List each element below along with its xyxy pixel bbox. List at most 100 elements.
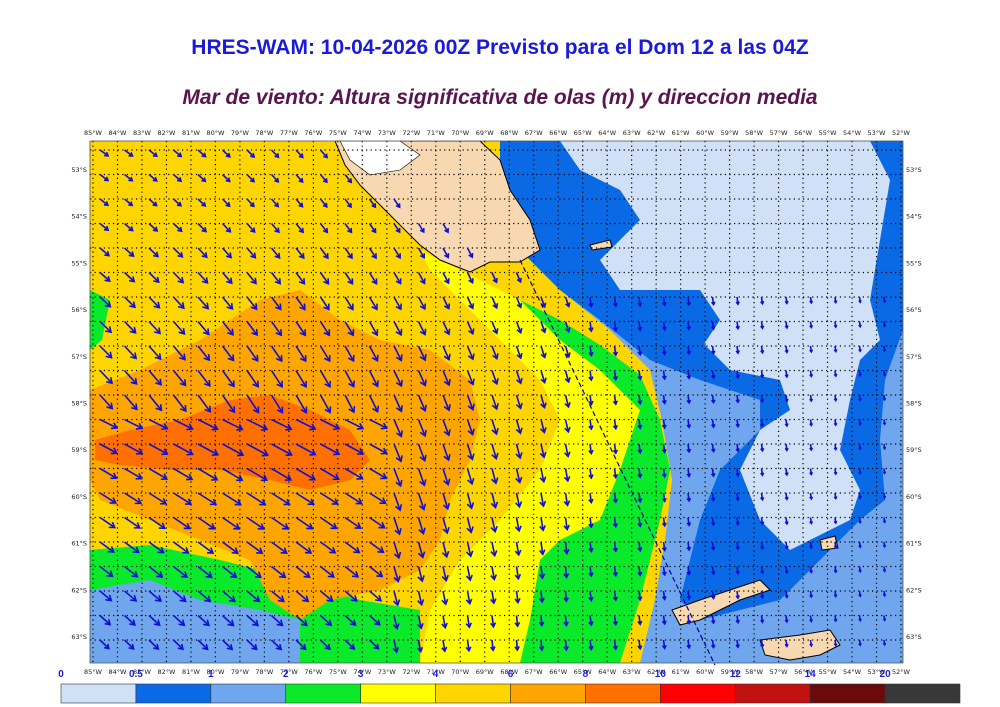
- wave-direction-arrow: [637, 541, 643, 553]
- wave-direction-arrow: [368, 247, 377, 260]
- wave-direction-arrow: [686, 566, 692, 576]
- wave-direction-arrow: [246, 247, 257, 259]
- legend-swatch: [585, 683, 661, 704]
- wave-direction-arrow: [661, 296, 667, 307]
- wave-direction-arrow: [197, 271, 209, 284]
- wave-direction-arrow: [710, 615, 716, 625]
- wave-direction-arrow: [124, 492, 143, 505]
- longitude-label: 64°W: [598, 129, 617, 137]
- longitude-label: 56°W: [794, 129, 813, 137]
- latitude-label: 55°S: [71, 259, 87, 267]
- longitude-label: 61°W: [672, 668, 691, 676]
- wave-direction-arrow: [173, 541, 190, 554]
- wave-direction-arrow: [320, 541, 337, 554]
- latitude-label: 54°S: [906, 213, 922, 221]
- wave-direction-arrow: [393, 321, 403, 337]
- wave-direction-arrow: [320, 467, 340, 481]
- wave-direction-arrow: [612, 541, 619, 553]
- wave-direction-arrow: [442, 468, 451, 486]
- wave-direction-arrow: [564, 370, 571, 384]
- wave-direction-arrow: [417, 272, 426, 285]
- wave-direction-arrow: [271, 541, 288, 555]
- wave-direction-arrow: [540, 321, 547, 334]
- wave-direction-arrow: [344, 590, 358, 602]
- wave-direction-arrow: [270, 198, 280, 208]
- wave-direction-arrow: [148, 369, 163, 386]
- wave-direction-arrow: [123, 369, 138, 386]
- wave-direction-arrow: [197, 614, 210, 627]
- wave-direction-arrow: [563, 468, 571, 483]
- wave-direction-arrow: [466, 272, 474, 285]
- wave-direction-arrow: [442, 394, 451, 412]
- wave-direction-arrow: [515, 419, 523, 435]
- longitude-label: 67°W: [525, 668, 544, 676]
- wave-direction-arrow: [710, 296, 716, 307]
- wave-direction-arrow: [490, 517, 498, 534]
- longitude-label: 83°W: [133, 129, 152, 137]
- wave-direction-arrow: [99, 516, 116, 529]
- wave-direction-arrow: [392, 639, 400, 654]
- wave-direction-arrow: [99, 467, 118, 480]
- land-antarctic-peninsula: [759, 629, 841, 661]
- wave-direction-arrow: [197, 443, 220, 456]
- wave-direction-arrow: [882, 345, 887, 353]
- latitude-label: 60°S: [71, 493, 87, 501]
- wave-direction-arrow: [221, 222, 232, 233]
- wave-direction-arrow: [99, 296, 112, 308]
- longitude-label: 67°W: [525, 129, 544, 137]
- wave-direction-arrow: [123, 394, 138, 411]
- legend-tick-label: 12: [730, 669, 742, 680]
- wave-direction-arrow: [369, 492, 387, 504]
- wave-direction-arrow: [686, 443, 692, 454]
- wave-direction-arrow: [221, 394, 236, 414]
- longitude-labels: 85°W 85°W 84°W 84°W 83°W 83°W 82°W 82°W 81°W 81°W…: [84, 129, 911, 676]
- wave-direction-arrow: [563, 566, 570, 579]
- wave-direction-arrow: [858, 566, 862, 574]
- wave-direction-arrow: [246, 565, 262, 579]
- wave-direction-arrow: [784, 296, 789, 305]
- wave-direction-arrow: [686, 541, 692, 552]
- wave-direction-arrow: [172, 369, 187, 387]
- wave-direction-arrow: [833, 566, 838, 574]
- legend-swatch: [60, 683, 137, 704]
- wave-direction-arrow: [197, 370, 211, 388]
- wave-direction-arrow: [197, 590, 212, 603]
- wave-direction-arrow: [197, 394, 212, 413]
- wave-direction-arrow: [246, 173, 256, 183]
- wave-direction-arrow: [417, 223, 425, 234]
- longitude-label: 85°W: [84, 668, 103, 676]
- wave-direction-arrow: [784, 419, 789, 428]
- wave-direction-arrow: [612, 321, 619, 333]
- wave-direction-arrow: [222, 467, 244, 482]
- wave-direction-arrow: [123, 222, 134, 232]
- wave-direction-arrow: [319, 173, 328, 184]
- wave-direction-arrow: [148, 149, 158, 158]
- wave-direction-arrow: [99, 614, 112, 626]
- wave-direction-arrow: [197, 516, 216, 530]
- wave-direction-arrow: [320, 516, 338, 530]
- wave-direction-arrow: [858, 419, 862, 427]
- longitude-label: 64°W: [598, 668, 617, 676]
- wave-direction-arrow: [271, 418, 293, 431]
- latitude-label: 60°S: [906, 493, 922, 501]
- wave-direction-arrow: [661, 443, 667, 454]
- wave-direction-arrow: [564, 345, 571, 359]
- field-band-darkorange: [95, 395, 370, 490]
- wave-direction-arrow: [246, 271, 257, 285]
- wave-direction-arrow: [686, 590, 692, 601]
- wave-direction-arrow: [221, 321, 234, 336]
- wave-direction-arrow: [466, 468, 475, 486]
- wave-direction-arrow: [588, 468, 594, 480]
- longitude-label: 60°W: [696, 129, 715, 137]
- wave-direction-arrow: [710, 419, 716, 429]
- wave-direction-arrow: [442, 272, 450, 285]
- wave-direction-arrow: [222, 565, 238, 579]
- wave-direction-arrow: [858, 492, 862, 500]
- wave-direction-arrow: [466, 517, 474, 534]
- wave-direction-arrow: [540, 370, 547, 385]
- latitude-label: 61°S: [906, 540, 922, 548]
- wave-direction-arrow: [466, 247, 474, 259]
- wave-direction-arrow: [491, 296, 499, 310]
- wave-direction-arrow: [858, 639, 862, 647]
- wave-direction-arrow: [637, 296, 643, 308]
